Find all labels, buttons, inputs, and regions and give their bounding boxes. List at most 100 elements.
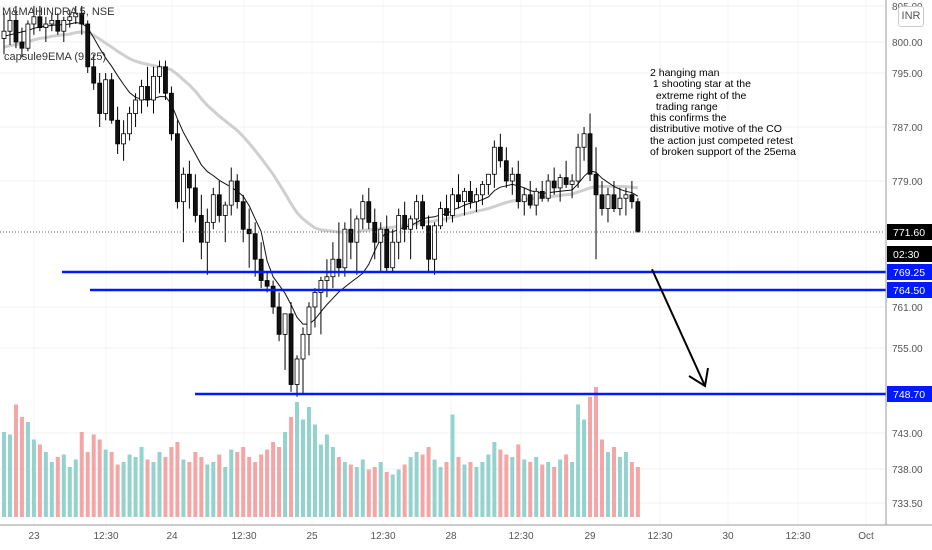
candle-body <box>324 276 330 281</box>
volume-bar <box>91 434 96 517</box>
volume-bar <box>450 414 455 517</box>
price-label-bg <box>887 264 932 280</box>
candle-body <box>192 187 198 216</box>
support-levels[interactable] <box>62 270 886 396</box>
volume-bar <box>510 457 515 517</box>
volume-bar <box>73 459 78 517</box>
volume-bar <box>157 452 162 517</box>
candle-body <box>109 79 115 121</box>
volume-bar <box>480 462 485 517</box>
price-axis[interactable]: 805.00800.00795.00787.00779.00761.00755.… <box>885 0 932 525</box>
candle-body <box>420 201 426 227</box>
volume-bar <box>223 467 228 517</box>
volume-bar <box>85 452 90 517</box>
y-tick-label: 761.00 <box>892 303 923 314</box>
candle-body <box>533 190 539 206</box>
candle-body <box>438 208 443 227</box>
volume-bar <box>43 452 48 517</box>
x-tick-label: 12:30 <box>785 531 810 542</box>
volume-bar <box>498 449 503 517</box>
x-tick-label: 12:30 <box>647 531 672 542</box>
volume-bar <box>540 464 545 517</box>
y-tick-label: 779.00 <box>892 177 923 188</box>
projection-arrow[interactable] <box>651 268 709 388</box>
candle-body <box>408 218 414 230</box>
candle-body <box>67 16 73 21</box>
volume-bar <box>109 452 114 517</box>
volume-bar <box>414 452 419 517</box>
y-tick-label: 795.00 <box>892 69 923 80</box>
candle-body <box>503 160 509 182</box>
candle-body <box>575 146 581 182</box>
volume-bar <box>37 444 42 517</box>
currency-button[interactable]: INR <box>898 6 924 27</box>
volume-bar <box>318 444 323 517</box>
candle-body <box>456 194 461 203</box>
arrow-shaft <box>651 268 706 387</box>
price-label-bg <box>887 224 932 240</box>
volume-bar <box>354 467 359 517</box>
volume-bar <box>49 462 54 517</box>
volume-bar <box>522 459 527 517</box>
volume-bar <box>19 417 24 517</box>
candle-body <box>97 82 103 114</box>
volume-bar <box>390 474 395 517</box>
candle-body <box>234 180 240 203</box>
volume-bar <box>611 447 616 517</box>
volume-bar <box>253 462 258 517</box>
volume-bar <box>582 419 587 517</box>
price-label: 769.25 <box>893 267 925 279</box>
candle-body <box>163 66 168 94</box>
volume-bar <box>366 469 371 517</box>
volume-bar <box>635 467 640 517</box>
y-tick-label: 733.50 <box>892 499 923 510</box>
x-tick-label: 28 <box>445 531 457 542</box>
candle-body <box>605 194 611 209</box>
volume-bar <box>199 457 204 517</box>
candle-body <box>37 16 43 28</box>
candle-body <box>384 228 390 269</box>
x-tick-label: 12:30 <box>93 531 118 542</box>
volume-bar <box>342 462 347 517</box>
time-axis[interactable]: 23 12:30 24 12:30 25 12:30 28 12:30 29 12:30 30 12:… <box>0 524 932 542</box>
candle-body <box>240 201 246 230</box>
volume-bar <box>420 454 425 517</box>
volume-bars <box>2 387 640 517</box>
volume-bar <box>115 464 120 517</box>
candle-body <box>569 180 575 185</box>
x-tick-label: 12:30 <box>508 531 533 542</box>
candle-body <box>228 180 234 206</box>
volume-bar <box>7 434 12 517</box>
candle-body <box>210 194 216 223</box>
volume-bar <box>247 457 252 517</box>
candle-body <box>468 190 473 203</box>
y-tick-label: 787.00 <box>892 123 923 134</box>
candle-body <box>103 79 109 114</box>
chart-annotation-text[interactable]: 2 hanging man 1 shooting star at the ext… <box>650 67 796 159</box>
volume-bar <box>468 462 473 517</box>
volume-bar <box>211 462 216 517</box>
volume-bar <box>348 464 353 517</box>
x-tick-label: 29 <box>584 531 596 542</box>
candlesticks <box>1 6 641 397</box>
indicator-legend[interactable]: capsule9EMA (9, 25) <box>4 51 107 63</box>
volume-bar <box>259 454 264 517</box>
candle-body <box>25 23 31 49</box>
volume-bar <box>564 454 569 517</box>
x-tick-label: 25 <box>306 531 318 542</box>
candle-body <box>157 66 162 77</box>
price-label-bg <box>887 386 932 402</box>
candle-body <box>348 228 354 243</box>
volume-bar <box>474 467 479 517</box>
candle-body <box>497 146 503 162</box>
volume-bar <box>217 454 222 517</box>
candle-body <box>485 173 491 185</box>
candle-body <box>366 201 372 223</box>
candle-body <box>246 228 252 235</box>
candle-body <box>462 190 467 203</box>
candle-body <box>450 194 455 216</box>
x-tick-label: Oct <box>858 531 874 542</box>
candle-body <box>151 75 156 101</box>
volume-bar <box>444 462 449 517</box>
